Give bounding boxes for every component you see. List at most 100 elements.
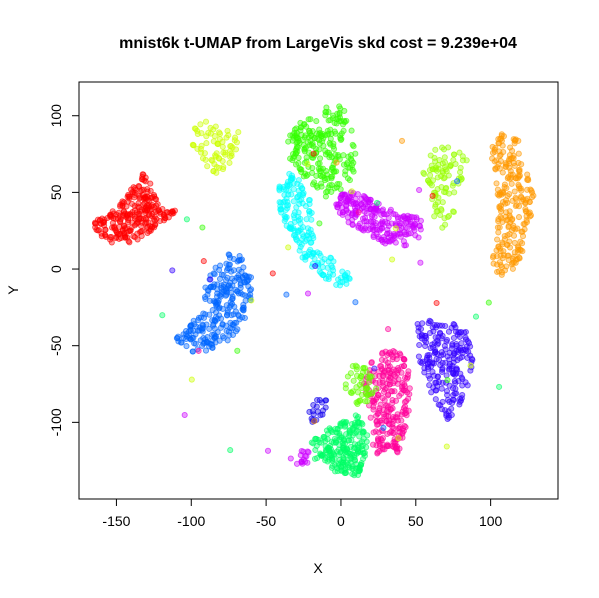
data-point: [527, 186, 534, 193]
data-point: [318, 180, 325, 187]
data-point: [446, 398, 453, 405]
data-point: [348, 437, 355, 444]
x-tick-label: -50: [256, 513, 276, 529]
x-axis-label: X: [313, 560, 323, 576]
data-point: [338, 135, 345, 143]
data-point: [348, 450, 355, 457]
data-point: [205, 129, 212, 136]
data-point: [292, 233, 299, 241]
data-point: [98, 233, 105, 240]
data-point: [451, 371, 459, 378]
data-point: [197, 121, 204, 128]
data-point: [366, 374, 374, 381]
data-point: [443, 412, 450, 419]
data-point: [188, 376, 195, 383]
data-point: [415, 353, 422, 360]
data-point: [319, 451, 326, 459]
data-point: [389, 443, 396, 450]
data-point: [306, 127, 313, 135]
data-point: [332, 425, 339, 432]
data-point: [310, 150, 317, 157]
data-point: [421, 369, 428, 376]
data-point: [240, 264, 247, 271]
data-point: [198, 142, 205, 149]
data-point: [493, 180, 500, 187]
data-point: [325, 130, 332, 137]
data-point: [288, 172, 296, 179]
data-point: [296, 139, 303, 147]
data-point: [355, 209, 362, 216]
data-point: [291, 214, 298, 222]
data-point: [191, 340, 198, 347]
x-tick-label: -100: [177, 513, 205, 529]
y-tick-label: -50: [48, 335, 64, 355]
data-point: [242, 272, 249, 279]
data-point: [434, 199, 441, 206]
data-point: [497, 213, 504, 220]
data-point: [450, 208, 457, 216]
data-point: [235, 274, 242, 281]
data-point: [379, 206, 387, 213]
data-point: [178, 339, 185, 346]
data-point: [363, 210, 370, 217]
data-point: [101, 222, 108, 229]
data-point: [408, 213, 415, 220]
data-point: [472, 313, 480, 320]
data-point: [203, 140, 210, 147]
data-point: [340, 152, 347, 159]
data-point: [169, 267, 176, 274]
data-point: [397, 214, 404, 221]
data-point: [426, 382, 433, 389]
data-point: [214, 290, 221, 297]
y-tick-label: 50: [48, 184, 64, 200]
data-point: [377, 401, 384, 408]
data-point: [204, 163, 211, 170]
data-point: [515, 150, 522, 157]
data-point: [324, 264, 331, 271]
data-point: [333, 201, 340, 208]
data-point: [126, 227, 133, 234]
data-point: [450, 156, 457, 164]
data-point: [496, 165, 503, 172]
data-point: [370, 218, 377, 225]
data-point: [203, 133, 210, 140]
data-point: [380, 383, 387, 390]
data-point: [131, 213, 138, 220]
data-point: [375, 235, 382, 243]
data-point: [295, 160, 302, 167]
chart-title: mnist6k t-UMAP from LargeVis skd cost = …: [119, 35, 517, 52]
data-point: [419, 320, 426, 327]
data-point: [392, 225, 399, 232]
data-point: [510, 152, 517, 159]
data-point: [496, 204, 503, 211]
data-point: [494, 224, 501, 231]
data-point: [443, 388, 451, 395]
data-point: [353, 366, 360, 373]
data-point: [345, 219, 352, 226]
data-point: [134, 236, 141, 243]
data-point: [277, 184, 284, 191]
data-point: [524, 195, 531, 202]
data-point: [143, 224, 151, 232]
data-point: [285, 182, 292, 189]
data-point: [443, 443, 450, 450]
data-point: [227, 279, 234, 286]
data-point: [314, 408, 321, 415]
data-point: [459, 382, 466, 389]
data-point: [525, 177, 532, 184]
data-point: [199, 328, 206, 335]
data-point: [195, 347, 202, 354]
data-point: [211, 133, 218, 140]
data-point: [361, 452, 368, 459]
data-point: [417, 217, 424, 224]
data-point: [356, 220, 363, 227]
data-point: [452, 380, 459, 387]
data-point: [302, 203, 309, 210]
data-point: [313, 118, 320, 125]
data-point: [360, 227, 367, 234]
data-point: [349, 470, 356, 478]
data-point: [527, 212, 535, 219]
data-point: [383, 442, 390, 450]
data-point: [141, 207, 148, 214]
data-point: [311, 418, 318, 425]
